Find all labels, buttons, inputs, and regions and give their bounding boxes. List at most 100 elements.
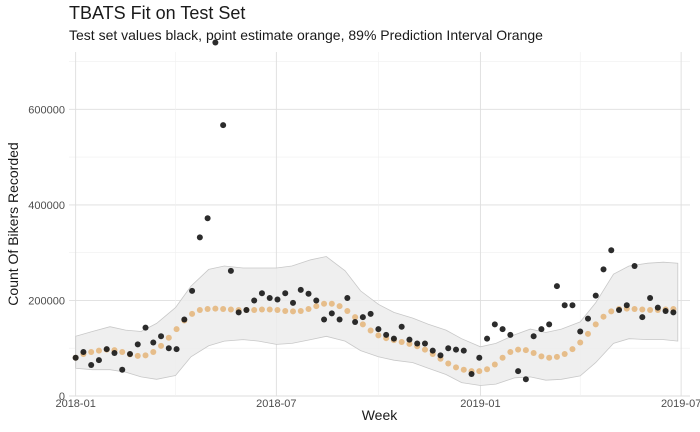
observed-point	[111, 350, 118, 356]
observed-point	[196, 234, 203, 241]
forecast-point	[158, 342, 165, 349]
forecast-point	[119, 349, 126, 356]
observed-point	[437, 352, 444, 359]
observed-point	[344, 295, 351, 302]
forecast-point	[282, 307, 289, 314]
observed-point	[274, 296, 281, 303]
x-tick-label: 2018-01	[55, 398, 95, 410]
forecast-point	[251, 307, 258, 313]
forecast-point	[88, 349, 95, 356]
forecast-point	[530, 350, 537, 356]
observed-point	[639, 314, 646, 321]
observed-point	[243, 307, 250, 313]
observed-point	[383, 331, 390, 338]
observed-point	[390, 335, 397, 342]
forecast-point	[553, 353, 560, 360]
forecast-point	[196, 307, 203, 313]
observed-point	[499, 326, 506, 333]
observed-point	[88, 361, 95, 368]
observed-point	[445, 345, 452, 352]
observed-point	[600, 266, 607, 273]
forecast-point	[220, 306, 227, 313]
observed-point	[647, 295, 654, 302]
observed-point	[375, 326, 382, 333]
forecast-point	[639, 306, 646, 313]
y-tick-label: 600000	[28, 104, 65, 116]
forecast-point	[546, 354, 553, 361]
forecast-point	[569, 346, 576, 353]
forecast-point	[445, 360, 452, 367]
forecast-point	[328, 300, 335, 307]
observed-point	[336, 316, 343, 323]
forecast-point	[227, 306, 234, 313]
forecast-point	[647, 307, 654, 313]
observed-point	[569, 302, 576, 309]
forecast-point	[336, 303, 343, 310]
observed-point	[553, 283, 560, 290]
forecast-point	[577, 339, 584, 346]
observed-point	[367, 310, 374, 317]
chart-title: TBATS Fit on Test Set	[69, 3, 246, 23]
observed-point	[181, 316, 188, 323]
forecast-point	[274, 307, 281, 313]
observed-point	[662, 307, 669, 314]
observed-point	[80, 349, 87, 356]
x-axis-title: Week	[362, 407, 399, 423]
y-tick-label: 0	[59, 391, 65, 403]
forecast-point	[95, 347, 102, 354]
observed-point	[515, 368, 522, 375]
observed-point	[220, 122, 227, 129]
observed-point	[212, 39, 219, 46]
observed-point	[538, 326, 545, 333]
forecast-point	[491, 361, 498, 368]
observed-point	[290, 299, 297, 306]
observed-point	[258, 290, 265, 297]
observed-point	[95, 357, 102, 364]
observed-point	[398, 323, 405, 330]
prediction-interval-band	[75, 256, 679, 386]
observed-point	[305, 290, 312, 297]
observed-point	[460, 347, 467, 354]
observed-point	[546, 321, 553, 328]
forecast-point	[421, 346, 428, 353]
forecast-point	[592, 321, 599, 328]
observed-point	[584, 315, 591, 322]
observed-point	[592, 292, 599, 299]
forecast-point	[297, 307, 304, 314]
forecast-point	[204, 306, 211, 313]
forecast-point	[453, 364, 460, 371]
y-axis-title: Count Of Bikers Recorded	[5, 142, 21, 305]
observed-point	[134, 341, 141, 348]
observed-point	[608, 247, 615, 254]
observed-point	[654, 304, 661, 311]
forecast-point	[266, 306, 273, 313]
observed-point	[631, 263, 638, 270]
observed-point	[476, 354, 483, 361]
grid-lines	[69, 52, 690, 397]
observed-point	[421, 340, 428, 347]
forecast-point	[584, 330, 591, 337]
observed-point	[251, 297, 258, 304]
observed-point	[414, 340, 421, 347]
forecast-point	[258, 306, 265, 313]
observed-point	[623, 302, 630, 309]
observed-point	[491, 321, 498, 328]
observed-point	[126, 350, 133, 357]
forecast-point	[321, 300, 328, 307]
y-axis-ticks: 0 200000 400000 600000	[28, 104, 65, 403]
observed-point	[165, 345, 172, 352]
forecast-point	[367, 327, 374, 334]
forecast-point	[608, 308, 615, 315]
observed-point	[103, 346, 110, 353]
forecast-point	[561, 350, 568, 357]
observed-point	[142, 324, 149, 331]
x-axis-ticks: 2018-01 2018-07 2019-01 2019-07	[55, 398, 700, 410]
forecast-point	[352, 314, 359, 321]
forecast-point	[375, 332, 382, 339]
forecast-point	[173, 326, 180, 333]
observed-point	[468, 371, 475, 378]
observed-point	[72, 354, 79, 361]
x-tick-label: 2019-01	[460, 398, 500, 410]
observed-point	[406, 336, 413, 343]
forecast-point	[150, 349, 157, 356]
